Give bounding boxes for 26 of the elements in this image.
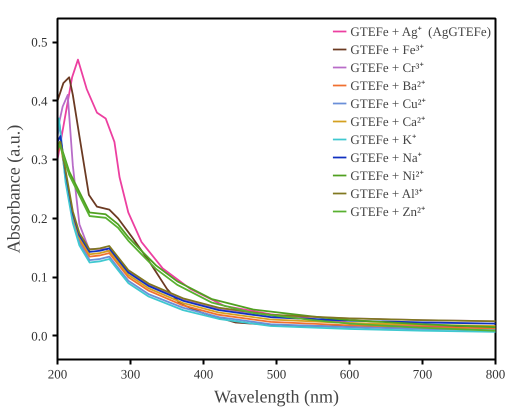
legend-label: GTEFe + Al³⁺ bbox=[350, 185, 423, 202]
legend-label: GTEFe + Ba²⁺ bbox=[350, 77, 425, 94]
x-axis-title: Wavelength (nm) bbox=[214, 386, 340, 406]
legend-label: GTEFe + Ag⁺ (AgGTEFe) bbox=[350, 23, 491, 40]
legend-label: GTEFe + Na⁺ bbox=[350, 149, 422, 166]
y-tick-label: 0.4 bbox=[31, 93, 48, 108]
x-tick-label: 400 bbox=[194, 366, 214, 382]
x-tick-label: 300 bbox=[120, 366, 140, 382]
y-tick-label: 0.1 bbox=[31, 270, 48, 285]
legend-label: GTEFe + Ni²⁺ bbox=[350, 167, 424, 184]
x-tick-label: 600 bbox=[340, 366, 360, 382]
y-tick-label: 0.2 bbox=[31, 210, 48, 226]
legend-label: GTEFe + Zn²⁺ bbox=[350, 203, 425, 220]
legend-label: GTEFe + Cu²⁺ bbox=[350, 95, 426, 112]
legend-label: GTEFe + Cr³⁺ bbox=[350, 59, 424, 76]
y-tick-label: 0.0 bbox=[31, 328, 48, 344]
x-tick-label: 200 bbox=[48, 366, 68, 382]
x-tick-label: 500 bbox=[266, 366, 286, 382]
x-tick-label: 800 bbox=[486, 366, 506, 382]
legend-label: GTEFe + Fe³⁺ bbox=[350, 41, 424, 58]
y-axis-title: Absorbance (a.u.) bbox=[3, 124, 24, 254]
y-tick-label: 0.5 bbox=[31, 34, 48, 50]
legend-label: GTEFe + Ca²⁺ bbox=[350, 113, 425, 130]
x-tick-label: 700 bbox=[412, 366, 432, 382]
y-tick-label: 0.3 bbox=[31, 152, 48, 168]
legend-label: GTEFe + K⁺ bbox=[350, 131, 416, 148]
